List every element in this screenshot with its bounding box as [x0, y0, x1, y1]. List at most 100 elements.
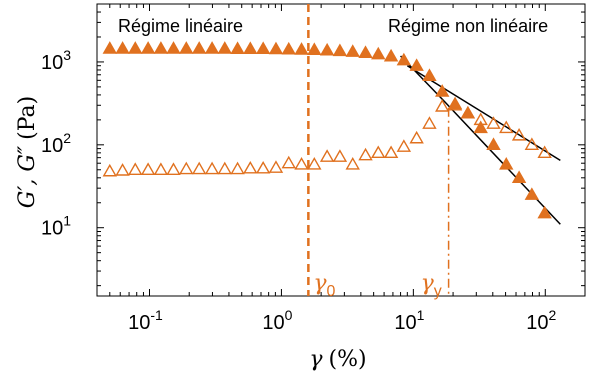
loss-modulus-point [358, 147, 373, 161]
y-tick-exponent: 3 [63, 47, 71, 63]
x-tick-base: 10 [526, 312, 548, 334]
storage-modulus-point [243, 41, 258, 55]
loss-modulus-point [243, 160, 258, 174]
storage-modulus-point [409, 58, 424, 71]
x-tick-exponent: -1 [150, 307, 163, 323]
loss-modulus-point [268, 160, 284, 173]
loss-modulus-point [396, 139, 412, 152]
storage-modulus-point [460, 105, 476, 119]
storage-modulus-point [102, 41, 117, 54]
reference-lines: γ0 γy [307, 4, 450, 300]
storage-modulus-point [217, 41, 232, 54]
loss-modulus-point [345, 157, 360, 170]
loss-modulus-point [294, 157, 309, 170]
storage-modulus-point [499, 157, 514, 170]
storage-modulus-point [230, 41, 245, 55]
loss-modulus-point [524, 137, 540, 151]
loss-modulus-point [499, 120, 514, 134]
storage-modulus-point [319, 42, 335, 56]
storage-modulus-point [153, 41, 169, 54]
x-tick-label: 101 [394, 307, 424, 334]
storage-modulus-point [345, 44, 360, 57]
x-tick-base: 10 [128, 312, 150, 334]
plot-area [96, 3, 586, 297]
loss-modulus-point [217, 161, 232, 175]
x-tick-base: 10 [394, 312, 416, 334]
vline-symbol: γ [313, 271, 327, 296]
loss-modulus-point [191, 161, 207, 175]
loss-modulus-point [281, 155, 296, 169]
loss-modulus-point [537, 145, 552, 159]
x-tick-label: 102 [526, 307, 556, 334]
loss-modulus-point [435, 99, 450, 112]
storage-modulus-point [307, 42, 322, 56]
fit-line [443, 100, 561, 225]
x-axis-unit: (%) [329, 347, 367, 372]
loss-modulus-point [486, 116, 501, 129]
storage-modulus-point [281, 41, 296, 55]
loss-modulus-point [230, 161, 245, 175]
x-tick-label: 10-1 [128, 307, 163, 334]
y-tick-base: 10 [41, 135, 63, 157]
storage-modulus-point [422, 68, 437, 82]
y-axis-symbol: G′, G″ [15, 145, 40, 208]
y-tick-label: 103 [41, 47, 71, 74]
vline-symbol: γ [421, 271, 435, 296]
storage-modulus-point [396, 52, 412, 66]
loss-modulus-point [255, 160, 271, 174]
loss-modulus-point [307, 157, 322, 170]
storage-modulus-point [358, 45, 373, 58]
annotation-linear-regime: Régime linéaire [118, 16, 243, 36]
x-tick-exponent: 2 [549, 307, 557, 323]
x-axis-symbol: γ [309, 347, 323, 372]
storage-modulus-point [255, 41, 271, 55]
x-tick-base: 10 [262, 312, 284, 334]
y-tick-label: 101 [41, 213, 71, 240]
loss-modulus-point [511, 127, 527, 141]
x-tick-label: 100 [262, 307, 292, 334]
y-axis-unit: (Pa) [15, 96, 40, 140]
storage-modulus-point [268, 41, 284, 55]
y-tick-exponent: 1 [63, 213, 71, 229]
loss-modulus-point [166, 162, 181, 175]
loss-modulus-point [409, 130, 424, 144]
storage-modulus-point [435, 84, 450, 97]
storage-modulus-point [473, 120, 488, 134]
storage-modulus-point [204, 41, 220, 54]
y-tick-base: 10 [41, 52, 63, 74]
annotation-nonlinear-regime: Régime non linéaire [388, 16, 548, 36]
vline-subscript: 0 [327, 283, 336, 300]
loss-modulus-point [460, 105, 476, 119]
loss-modulus-point [140, 162, 156, 175]
loss-modulus-point [383, 145, 399, 159]
x-axis-title: γ (%) [309, 347, 366, 372]
loss-modulus-point [153, 162, 169, 175]
y-tick-base: 10 [41, 218, 63, 240]
x-tick-exponent: 1 [417, 307, 425, 323]
storage-modulus-point [128, 41, 143, 54]
loss-modulus-point [128, 162, 143, 175]
storage-modulus-point [332, 43, 348, 57]
storage-modulus-point [166, 41, 181, 54]
storage-modulus-point [294, 42, 309, 55]
loss-modulus-point [319, 149, 335, 162]
vline-label-γy: γy [421, 271, 442, 300]
storage-modulus-point [140, 41, 156, 54]
loss-modulus-point [473, 112, 488, 126]
loss-modulus-point [204, 161, 220, 175]
storage-modulus-point [537, 205, 552, 219]
vline-subscript: y [434, 283, 442, 300]
loss-modulus-point [422, 116, 437, 129]
storage-modulus-point [511, 170, 527, 184]
loss-modulus-point [371, 145, 386, 159]
storage-modulus-point [115, 41, 130, 54]
storage-modulus-point [191, 41, 207, 54]
storage-modulus-point [371, 46, 386, 60]
y-tick-label: 102 [41, 130, 71, 157]
storage-modulus-point [179, 41, 194, 54]
y-tick-exponent: 2 [63, 130, 71, 146]
loss-modulus-point [179, 161, 194, 175]
storage-modulus-point [486, 137, 501, 151]
y-axis-title: G′, G″ (Pa) [15, 96, 40, 208]
